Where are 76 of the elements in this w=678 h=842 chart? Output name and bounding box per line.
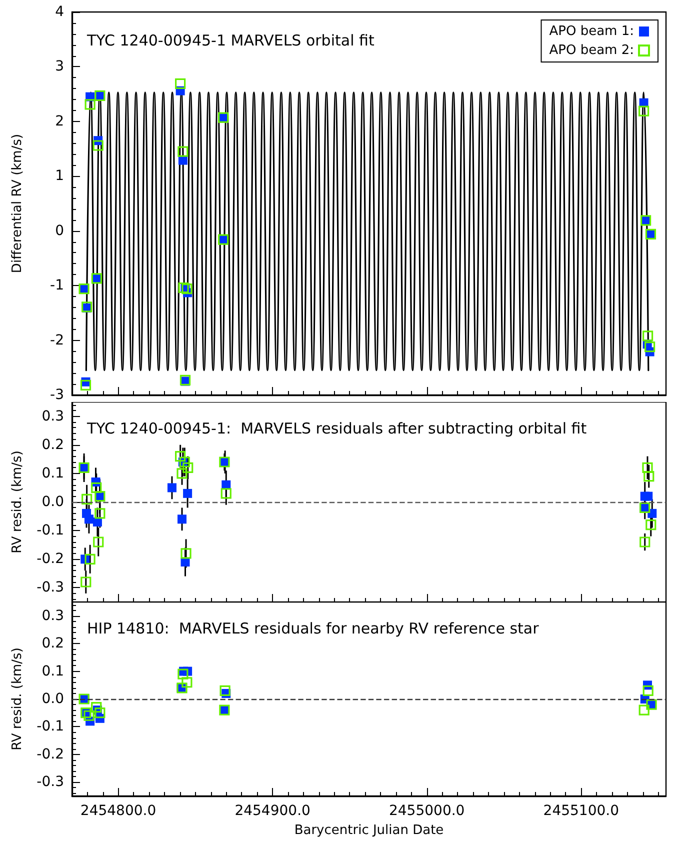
point <box>84 554 96 564</box>
point <box>642 330 654 342</box>
x-axis-title: Barycentric Julian Date <box>294 823 444 838</box>
point <box>92 518 102 526</box>
x-tick-label: 2455100.0 <box>543 803 619 819</box>
point <box>175 78 186 89</box>
y-tick-label: -0.1 <box>36 522 64 539</box>
point <box>638 106 650 116</box>
point <box>91 482 102 494</box>
y-tick-label: 3 <box>55 58 64 75</box>
text: TYC 1240-00945-1: MARVELS residuals after subtracting orbital fit <box>86 420 587 438</box>
point <box>167 483 176 492</box>
point <box>640 536 650 548</box>
point <box>80 576 92 588</box>
point <box>648 508 657 518</box>
y-tick-label: 2 <box>55 113 64 130</box>
y-tick-label: 0 <box>55 222 64 239</box>
x-tick-label: 2454800.0 <box>80 803 156 819</box>
point <box>176 468 188 479</box>
y-tick-label: 1 <box>55 168 64 184</box>
point <box>182 462 194 474</box>
point <box>80 380 92 390</box>
point <box>178 282 189 294</box>
point <box>182 284 192 294</box>
point <box>178 146 188 157</box>
y-tick-label: -3 <box>50 387 64 403</box>
point <box>94 508 106 519</box>
x-tick-label: 2454900.0 <box>234 803 310 819</box>
y-tick-label: 0.0 <box>42 691 64 707</box>
y-tick-label: -0.3 <box>36 774 64 790</box>
y-axis-title: RV resid. (km/s) <box>10 450 25 554</box>
y-tick-label: 0.1 <box>42 663 64 680</box>
point <box>84 710 94 721</box>
point <box>84 514 94 524</box>
point <box>183 488 192 498</box>
y-tick-label: -0.2 <box>36 551 64 568</box>
point <box>179 456 190 468</box>
point <box>91 702 102 713</box>
point <box>92 140 104 151</box>
y-tick-label: -0.3 <box>36 580 64 596</box>
y-tick-label: 0.0 <box>42 494 64 510</box>
y-axis-title: RV resid. (km/s) <box>10 648 25 750</box>
point <box>178 668 188 680</box>
point <box>180 548 192 559</box>
point <box>220 685 230 696</box>
y-tick-label: 0.3 <box>42 408 64 424</box>
y-tick-label: 0.1 <box>42 465 64 482</box>
point <box>644 492 653 501</box>
point <box>638 704 650 716</box>
y-axis-title: Differential RV (km/s) <box>10 134 25 274</box>
point <box>220 488 232 499</box>
point <box>644 342 656 352</box>
legend-label: APO beam 1: <box>549 24 634 39</box>
point <box>642 685 654 696</box>
y-tick-label: -1 <box>50 278 64 294</box>
y-tick-label: 4 <box>55 4 64 20</box>
point <box>175 450 186 462</box>
point <box>82 494 92 504</box>
point <box>93 536 104 548</box>
y-tick-label: -0.2 <box>36 746 64 762</box>
point <box>182 677 192 688</box>
legend-label: APO beam 2: <box>549 43 634 58</box>
point <box>642 462 653 474</box>
y-tick-label: 0.2 <box>42 436 64 453</box>
point <box>644 470 654 482</box>
y-tick-label: -2 <box>50 332 64 348</box>
point <box>94 708 106 718</box>
point <box>646 520 656 530</box>
y-tick-label: -0.1 <box>36 718 64 735</box>
y-tick-label: 0.2 <box>42 636 64 652</box>
text: HIP 14810: MARVELS residuals for nearby RV reference star <box>87 620 540 638</box>
text: TYC 1240-00945-1 MARVELS orbital fit <box>86 32 374 50</box>
point <box>84 99 96 110</box>
y-tick-label: 0.3 <box>42 608 64 624</box>
x-tick-label: 2455000.0 <box>389 803 465 819</box>
point <box>178 514 187 524</box>
